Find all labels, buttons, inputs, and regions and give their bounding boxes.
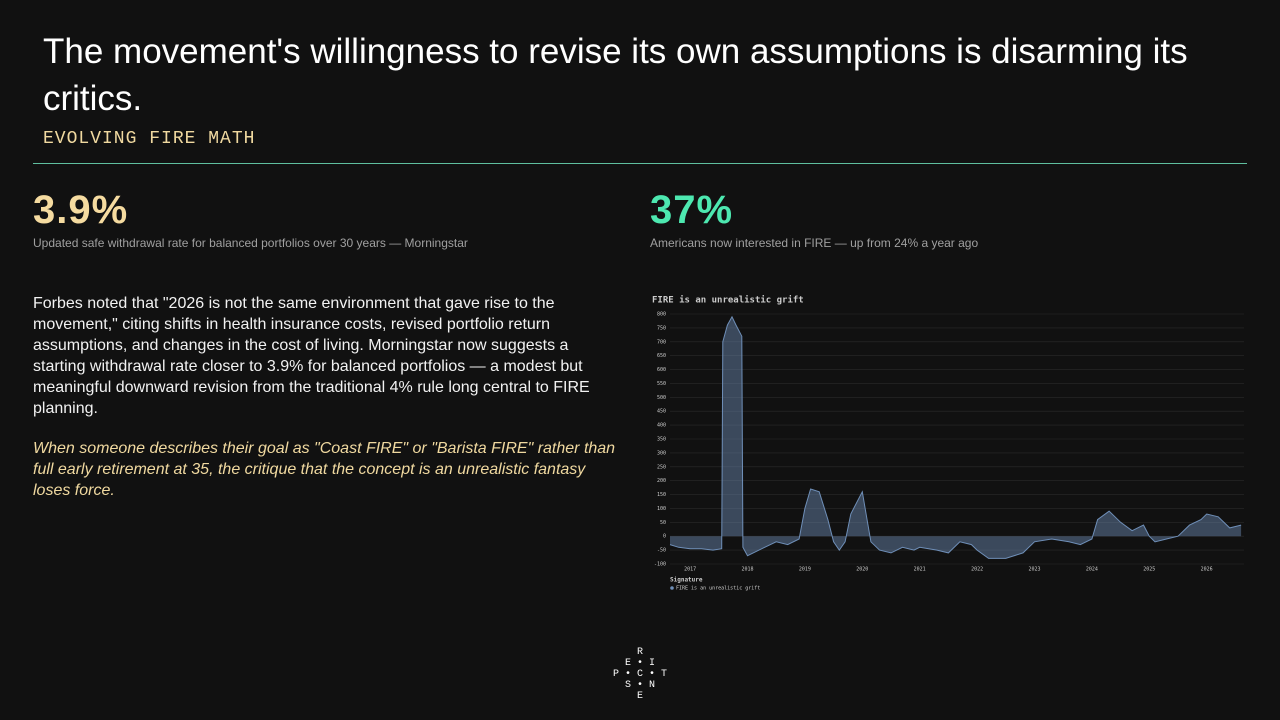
y-tick-label: 300 bbox=[657, 450, 666, 456]
y-tick-label: 800 bbox=[657, 312, 666, 318]
x-tick-label: 2019 bbox=[799, 567, 811, 573]
logo-letter: P bbox=[612, 669, 619, 680]
divider bbox=[33, 163, 1247, 164]
logo-dot: • bbox=[648, 669, 655, 680]
logo-letter: C bbox=[636, 669, 643, 680]
y-tick-label: 500 bbox=[657, 395, 666, 401]
x-tick-label: 2026 bbox=[1201, 567, 1213, 573]
logo-letter: N bbox=[648, 680, 655, 691]
x-tick-label: 2021 bbox=[914, 567, 926, 573]
logo-letter: S bbox=[624, 680, 631, 691]
logo-dot: • bbox=[636, 680, 643, 691]
paragraph: Forbes noted that "2026 is not the same … bbox=[33, 295, 590, 417]
y-tick-label: 400 bbox=[657, 423, 666, 429]
y-tick-label: -100 bbox=[654, 562, 666, 568]
y-tick-label: 550 bbox=[657, 381, 666, 387]
stat-caption: Updated safe withdrawal rate for balance… bbox=[33, 236, 468, 250]
logo-letter: T bbox=[660, 669, 667, 680]
stat-caption: Americans now interested in FIRE — up fr… bbox=[650, 236, 979, 250]
y-tick-label: 350 bbox=[657, 437, 666, 443]
y-tick-label: 50 bbox=[660, 520, 666, 526]
x-tick-label: 2020 bbox=[856, 567, 868, 573]
y-tick-label: 650 bbox=[657, 353, 666, 359]
x-tick-label: 2024 bbox=[1086, 567, 1098, 573]
kicker: EVOLVING FIRE MATH bbox=[43, 129, 256, 149]
logo-letter: R bbox=[636, 647, 643, 658]
stat-value: 3.9% bbox=[33, 188, 129, 232]
y-tick-label: 750 bbox=[657, 325, 666, 331]
chart-title: FIRE is an unrealistic grift bbox=[652, 295, 804, 306]
legend-marker bbox=[670, 586, 674, 590]
logo-letter: E bbox=[636, 691, 643, 702]
y-tick-label: 450 bbox=[657, 409, 666, 415]
y-tick-label: 100 bbox=[657, 506, 666, 512]
x-tick-label: 2018 bbox=[741, 567, 753, 573]
logo-dot: • bbox=[624, 669, 631, 680]
y-tick-label: 700 bbox=[657, 339, 666, 345]
line bbox=[669, 315, 1242, 559]
logo-letter: E bbox=[624, 658, 631, 669]
logo-letter: I bbox=[648, 658, 655, 669]
x-tick-label: 2023 bbox=[1028, 567, 1040, 573]
legend-label: FIRE is an unrealistic grift bbox=[676, 586, 760, 592]
y-tick-label: 200 bbox=[657, 478, 666, 484]
quote: When someone describes their goal as "Co… bbox=[33, 440, 616, 499]
logo-dot: • bbox=[636, 658, 643, 669]
y-tick-label: 600 bbox=[657, 367, 666, 373]
area bbox=[670, 316, 1242, 559]
x-tick-label: 2022 bbox=[971, 567, 983, 573]
x-tick-label: 2017 bbox=[684, 567, 696, 573]
legend-title: Signature bbox=[670, 577, 703, 584]
y-tick-label: -50 bbox=[657, 548, 666, 554]
y-tick-label: 250 bbox=[657, 464, 666, 470]
y-tick-label: 0 bbox=[663, 534, 666, 540]
title: The movement's willingness to revise its… bbox=[43, 32, 1188, 118]
x-tick-label: 2025 bbox=[1143, 567, 1155, 573]
stat-value: 37% bbox=[650, 188, 734, 232]
y-tick-label: 150 bbox=[657, 492, 666, 498]
